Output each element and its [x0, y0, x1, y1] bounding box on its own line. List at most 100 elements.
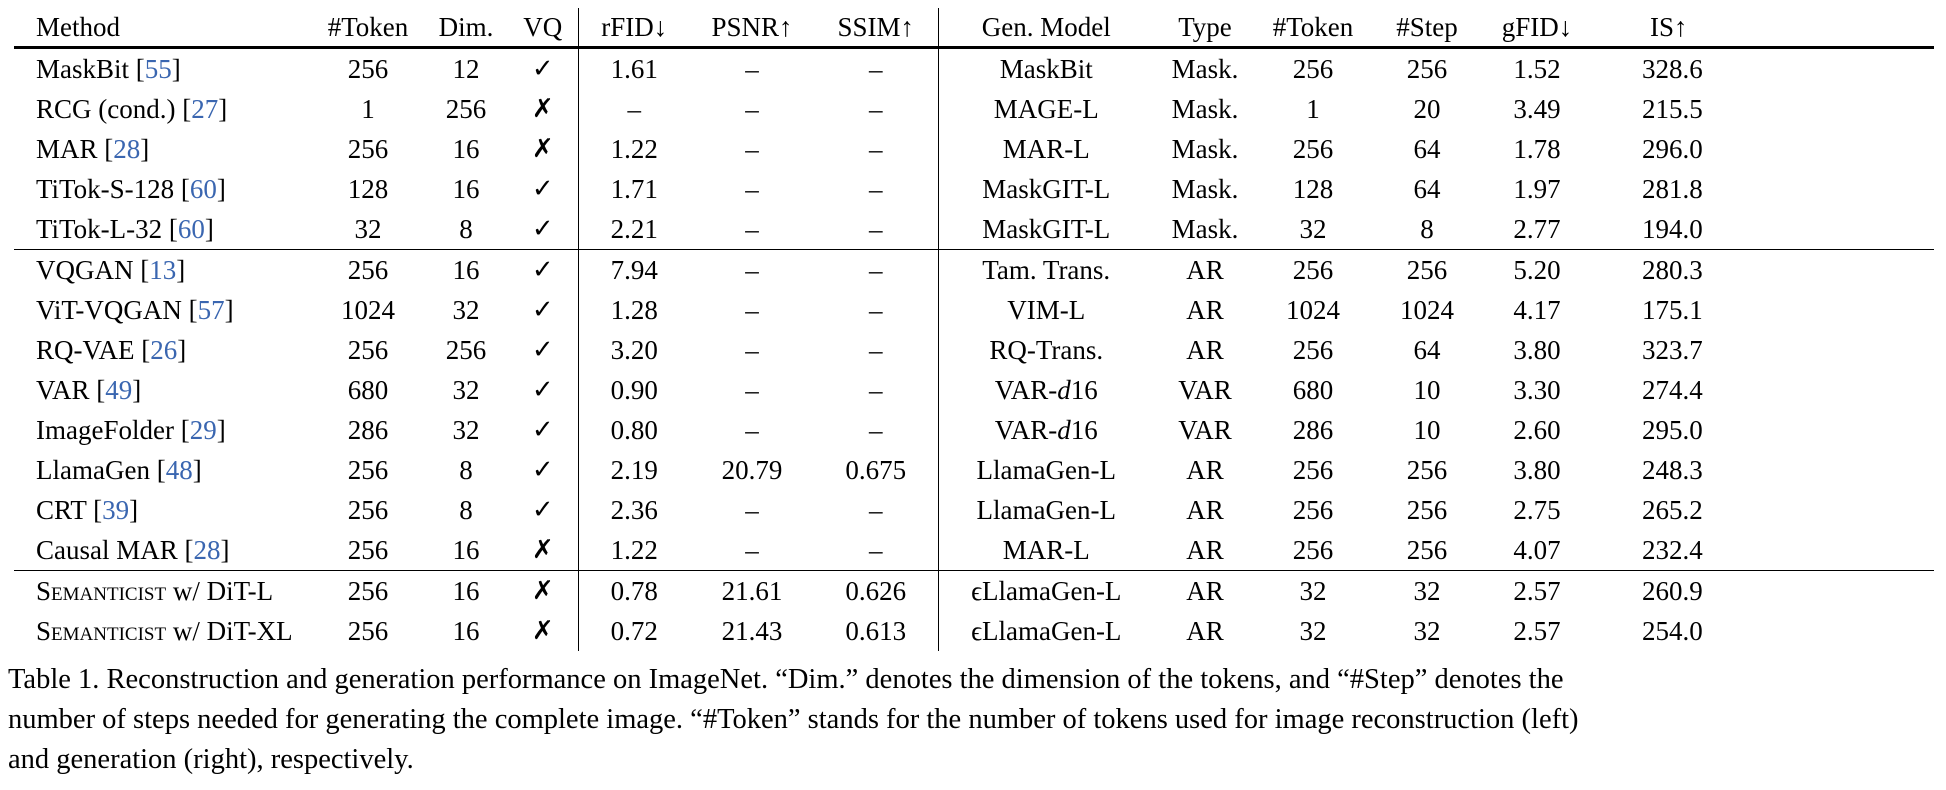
citation-link[interactable]: 60 [177, 213, 205, 244]
dim-cell-value: 8 [459, 454, 473, 485]
rfid-cell-value: 1.22 [610, 534, 658, 565]
token-cell: 256 [312, 249, 424, 290]
vq-cell: ✓ [508, 330, 579, 370]
method-suffix: w/ DiT-L [166, 575, 274, 606]
header-type: Type [1178, 12, 1232, 42]
citation-link[interactable]: 39 [102, 494, 130, 525]
is-cell: 323.7 [1590, 330, 1934, 370]
dim-cell: 8 [424, 490, 508, 530]
vq-cell: ✓ [508, 410, 579, 450]
caption-line: Table 1. Reconstruction and generation p… [8, 664, 1564, 695]
gfid-cell-value: 1.78 [1513, 133, 1561, 164]
type-cell-value: VAR [1178, 414, 1232, 445]
method-cell: ImageFolder [29] [36, 414, 226, 445]
is-cell: 260.9 [1590, 570, 1934, 611]
gen-model-cell: MAGE-L [938, 89, 1154, 129]
rfid-cell-value: 1.61 [610, 53, 658, 84]
method-cell: Semanticist w/ DiT-XL [14, 611, 312, 651]
is-cell: 194.0 [1590, 209, 1934, 250]
psnr-cell: – [690, 290, 814, 330]
ssim-cell: – [814, 209, 939, 250]
citation-link[interactable]: 28 [113, 133, 141, 164]
dim-cell-value: 256 [445, 93, 487, 124]
method-name: LlamaGen [36, 454, 150, 485]
gen-token-cell: 286 [1256, 410, 1370, 450]
method-cell: RCG (cond.) [27] [36, 93, 228, 124]
is-cell: 296.0 [1590, 129, 1934, 169]
type-cell: Mask. [1154, 209, 1256, 250]
ssim-cell-value: – [869, 294, 883, 325]
citation-link[interactable]: 28 [193, 534, 221, 565]
gfid-cell: 4.17 [1484, 290, 1590, 330]
rfid-cell-value: 0.80 [610, 414, 658, 445]
method-name: MAR [36, 133, 98, 164]
ssim-cell-value: – [869, 494, 883, 525]
type-cell-value: AR [1186, 294, 1224, 325]
token-cell-value: 1 [361, 93, 375, 124]
table-row: RCG (cond.) [27] 1 256 ✗ – – – MAGE-L Mask. 1 20 3.… [14, 89, 1934, 129]
psnr-cell-value: – [745, 53, 759, 84]
gen-token-cell: 1 [1256, 89, 1370, 129]
psnr-cell-value: 21.61 [721, 575, 783, 606]
dim-cell: 32 [424, 370, 508, 410]
gen-model-prefix: ϵ [971, 615, 982, 646]
method-name: Semanticist [36, 575, 167, 606]
citation-link[interactable]: 26 [150, 334, 178, 365]
gen-model-name: VIM-L [1007, 294, 1086, 325]
is-cell: 215.5 [1590, 89, 1934, 129]
citation-link[interactable]: 57 [197, 294, 225, 325]
gen-token-cell-value: 32 [1299, 575, 1327, 606]
citation-link[interactable]: 60 [189, 173, 217, 204]
citation-link[interactable]: 48 [165, 454, 193, 485]
step-cell: 32 [1370, 570, 1484, 611]
dim-cell-value: 16 [452, 615, 480, 646]
citation-link[interactable]: 29 [189, 414, 217, 445]
is-cell-value: 194.0 [1642, 213, 1703, 244]
method-name: ViT-VQGAN [36, 294, 182, 325]
gen-model-suffix: 16 [1070, 414, 1098, 445]
type-cell: AR [1154, 611, 1256, 651]
table-row: MAR [28] 256 16 ✗ 1.22 – – MAR-L Mask. 256 64 1.78 2… [14, 129, 1934, 169]
gfid-cell: 3.30 [1484, 370, 1590, 410]
type-cell: AR [1154, 249, 1256, 290]
gen-token-cell-value: 680 [1292, 374, 1334, 405]
type-cell: AR [1154, 570, 1256, 611]
gen-token-cell-value: 1024 [1286, 294, 1340, 325]
token-cell-value: 256 [347, 494, 389, 525]
header-dim: Dim. [438, 12, 494, 42]
is-cell-value: 281.8 [1642, 173, 1703, 204]
header-gfid: gFID↓ [1501, 12, 1573, 42]
dim-cell-value: 16 [452, 254, 480, 285]
rfid-cell: 1.71 [578, 169, 690, 209]
vq-cell: ✓ [508, 370, 579, 410]
gen-token-cell: 256 [1256, 330, 1370, 370]
method-cell: RQ-VAE [26] [36, 334, 187, 365]
citation-link[interactable]: 13 [149, 254, 177, 285]
rfid-cell-value: 0.78 [610, 575, 658, 606]
type-cell-value: Mask. [1171, 93, 1239, 124]
citation-link[interactable]: 49 [105, 374, 133, 405]
gfid-cell: 4.07 [1484, 530, 1590, 571]
step-cell: 256 [1370, 490, 1484, 530]
gen-model-name: MAR-L [1002, 133, 1090, 164]
gen-token-cell-value: 256 [1292, 53, 1334, 84]
gfid-cell: 2.60 [1484, 410, 1590, 450]
ssim-cell-value: 0.613 [845, 615, 907, 646]
rfid-cell: 2.36 [578, 490, 690, 530]
token-cell-value: 128 [347, 173, 389, 204]
gfid-cell-value: 2.77 [1513, 213, 1561, 244]
gen-model-name: LlamaGen-L [982, 615, 1122, 646]
citation-link[interactable]: 55 [144, 53, 172, 84]
dim-cell: 8 [424, 450, 508, 490]
method-cell: VAR [49] [36, 374, 142, 405]
ssim-cell: – [814, 290, 939, 330]
gen-token-cell: 128 [1256, 169, 1370, 209]
token-cell: 1 [312, 89, 424, 129]
dim-cell: 8 [424, 209, 508, 250]
is-cell-value: 260.9 [1642, 575, 1703, 606]
citation-link[interactable]: 27 [191, 93, 219, 124]
gfid-cell: 5.20 [1484, 249, 1590, 290]
gen-model-name: LlamaGen-L [976, 494, 1116, 525]
gen-token-cell-value: 256 [1292, 454, 1334, 485]
step-cell-value: 256 [1406, 53, 1448, 84]
